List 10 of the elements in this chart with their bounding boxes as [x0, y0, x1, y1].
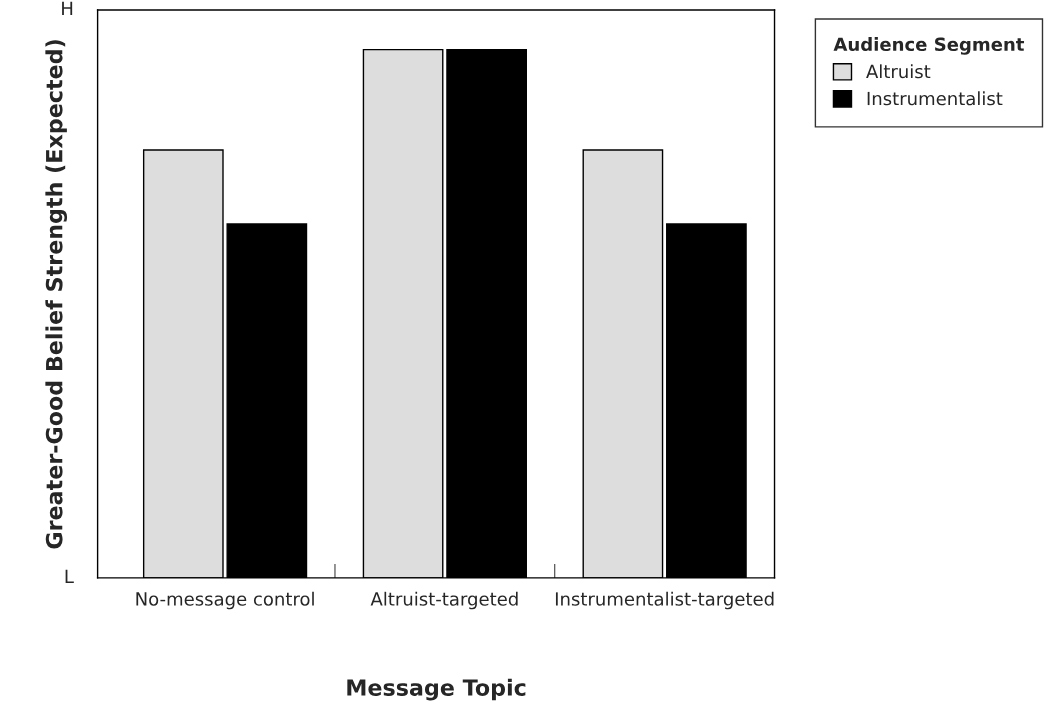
legend-label: Instrumentalist [867, 91, 1003, 106]
x-tick-label: Instrumentalist-targeted [555, 591, 774, 610]
text: H [62, 1, 73, 16]
legend-label: Altruist [866, 64, 931, 79]
legend-title: Audience Segment [833, 37, 1025, 55]
text: L [65, 569, 74, 583]
x-tick-label: No-message control [136, 591, 314, 610]
x-tick-label: Altruist-targeted [370, 591, 518, 610]
y-axis-title: Greater-Good Belief Strength (Expected) [45, 40, 68, 549]
x-axis-title: Message Topic [347, 678, 526, 701]
